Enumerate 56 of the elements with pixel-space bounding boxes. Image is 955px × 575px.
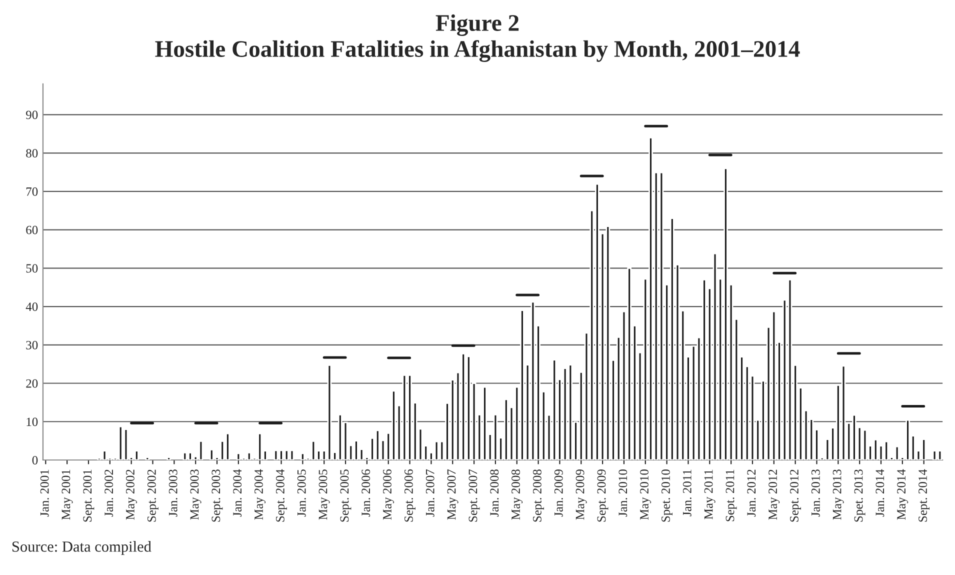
x-tick-label: Sept. 2003 xyxy=(212,470,223,522)
y-tick-label: 50 xyxy=(26,264,38,273)
x-tick-label: May 2002 xyxy=(126,470,137,520)
x-tick-label: Sept. 2002 xyxy=(147,470,158,522)
x-tick-label: May 2012 xyxy=(768,470,780,520)
x-tick-label: May 2003 xyxy=(190,470,202,520)
x-tick-label: Jan. 2012 xyxy=(747,470,756,517)
x-tick-label: May 2004 xyxy=(254,469,266,520)
x-tick-label: Jan. 2009 xyxy=(554,470,563,517)
y-tick-label: 70 xyxy=(26,187,38,196)
x-tick-label: May 2014 xyxy=(897,469,908,520)
x-tick-label: Sept. 2001 xyxy=(83,470,94,522)
y-tick-label: 0 xyxy=(32,456,38,464)
x-tick-label: Sept. 2011 xyxy=(726,470,737,522)
x-tick-label: Sept. 2012 xyxy=(790,470,801,522)
x-tick-label: Jan. 2014 xyxy=(876,469,884,517)
x-tick-label: Sept. 2006 xyxy=(404,469,416,522)
bar xyxy=(166,456,171,460)
x-tick-label: Sept. 2004 xyxy=(276,469,287,522)
chart-title: Figure 2 Hostile Coalition Fatalities in Afghanistan by Month, 2001–2014 xyxy=(155,14,800,62)
source-note: Source: Data compiled xyxy=(12,541,152,555)
x-tick-label: May 2008 xyxy=(512,470,523,520)
x-tick-label: May 2010 xyxy=(640,470,652,520)
x-tick-label: Jan. 2001 xyxy=(40,470,49,517)
x-tick-label: Spet. 2013 xyxy=(854,470,866,522)
x-tick-label: Jan. 2005 xyxy=(297,470,306,517)
x-tick-label: Jan. 2004 xyxy=(233,469,242,517)
x-tick-label: May 2009 xyxy=(576,470,587,520)
x-tick-label: Sept. 2008 xyxy=(532,470,544,522)
y-tick-label: 60 xyxy=(26,226,38,234)
x-tick-label: May 2006 xyxy=(383,469,394,520)
x-tick-label: Jan. 2011 xyxy=(682,470,692,516)
x-tick-label: Jan. 2003 xyxy=(168,470,178,517)
x-tick-label: Jan. 2002 xyxy=(104,470,114,517)
x-tick-label: Jan. 2008 xyxy=(490,470,499,517)
y-tick-label: 80 xyxy=(26,149,38,158)
x-tick-label: Sept. 2014 xyxy=(918,469,930,522)
x-tick-label: Sept. 2005 xyxy=(340,470,352,522)
x-tick-label: Jan. 2007 xyxy=(426,469,434,517)
x-tick-label: Jan. 2013 xyxy=(811,470,820,517)
y-tick-label: 30 xyxy=(26,340,38,350)
y-tick-label: 10 xyxy=(26,418,38,426)
x-tick-label: May 2001 xyxy=(62,470,73,520)
x-tick-label: Jan. 2010 xyxy=(618,470,628,517)
bar xyxy=(145,456,150,460)
x-tick-label: Spet. 2010 xyxy=(662,470,672,522)
x-tick-label: May 2011 xyxy=(704,470,716,520)
x-tick-label: Sept. 2009 xyxy=(597,470,608,522)
x-tick-label: May 2013 xyxy=(832,470,844,520)
x-tick-label: Jan. 2006 xyxy=(362,469,370,517)
y-tick-label: 40 xyxy=(26,302,38,311)
y-tick-label: 90 xyxy=(26,110,38,120)
x-tick-label: May 2007 xyxy=(447,469,458,520)
y-tick-label: 20 xyxy=(26,379,38,388)
x-tick-label: May 2005 xyxy=(318,470,330,520)
x-tick-label: Sept. 2007 xyxy=(468,469,480,522)
